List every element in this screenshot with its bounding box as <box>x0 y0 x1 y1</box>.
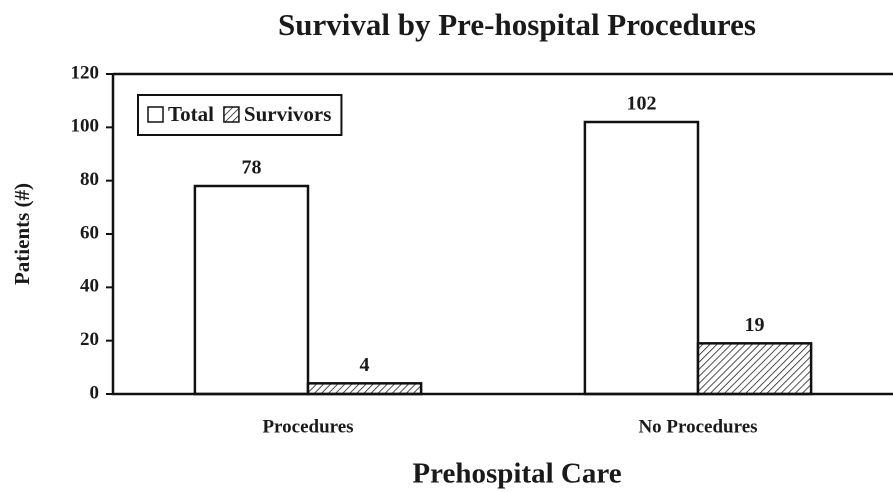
legend-swatch <box>147 106 164 123</box>
y-tick-label: 0 <box>90 382 100 403</box>
legend: Total Survivors <box>137 94 343 136</box>
x-axis-label: Prehospital Care <box>412 458 621 490</box>
legend-swatch <box>223 106 240 123</box>
bar <box>583 120 700 396</box>
legend-label: Total <box>168 102 214 126</box>
legend-label: Survivors <box>244 102 332 126</box>
x-tick-label: Procedures <box>262 416 353 437</box>
y-tick-label: 20 <box>80 329 99 350</box>
y-tick-label: 40 <box>80 276 99 297</box>
y-axis-label: Patients (#) <box>10 183 34 285</box>
value-label: 19 <box>745 314 765 336</box>
bar <box>193 184 310 396</box>
y-tick-label: 100 <box>71 116 100 137</box>
plot-frame <box>111 72 893 396</box>
value-label: 4 <box>360 354 370 376</box>
legend-box <box>137 94 343 136</box>
bar <box>696 342 813 396</box>
chart-title: Survival by Pre-hospital Procedures <box>278 7 756 42</box>
y-tick-label: 80 <box>80 169 99 190</box>
value-label: 78 <box>241 157 261 179</box>
x-tick-label: No Procedures <box>638 416 757 437</box>
y-tick-label: 120 <box>71 62 100 83</box>
value-label: 102 <box>626 93 656 115</box>
bar <box>306 382 423 396</box>
y-tick-label: 60 <box>80 222 99 243</box>
